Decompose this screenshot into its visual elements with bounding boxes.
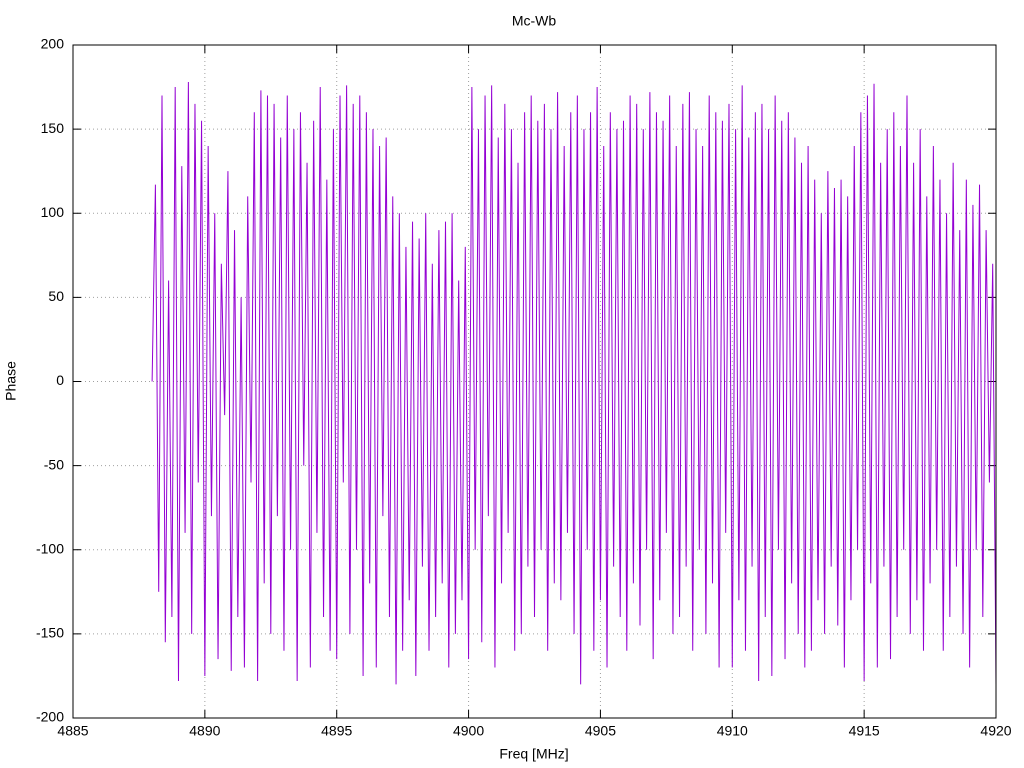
y-tick-label: -150 xyxy=(36,625,64,641)
y-tick-label: 50 xyxy=(48,288,64,304)
x-tick-label: 4890 xyxy=(189,723,220,739)
y-tick-label: -50 xyxy=(44,456,64,472)
y-tick-label: 150 xyxy=(41,120,65,136)
x-tick-label: 4895 xyxy=(321,723,352,739)
y-axis-label: Phase xyxy=(3,361,19,401)
x-axis-label: Freq [MHz] xyxy=(499,746,568,762)
y-tick-label: 100 xyxy=(41,204,65,220)
y-tick-label: 200 xyxy=(41,36,65,52)
x-tick-label: 4915 xyxy=(849,723,880,739)
y-tick-label: 0 xyxy=(56,372,64,388)
series-line xyxy=(151,82,997,685)
x-tick-label: 4900 xyxy=(453,723,484,739)
chart-title: Mc-Wb xyxy=(512,13,557,29)
y-tick-label: -200 xyxy=(36,709,64,725)
x-tick-label: 4885 xyxy=(57,723,88,739)
x-tick-label: 4910 xyxy=(717,723,748,739)
plot-frame xyxy=(72,44,997,719)
x-tick-label: 4905 xyxy=(585,723,616,739)
x-tick-label: 4920 xyxy=(980,723,1011,739)
y-tick-label: -100 xyxy=(36,540,64,556)
